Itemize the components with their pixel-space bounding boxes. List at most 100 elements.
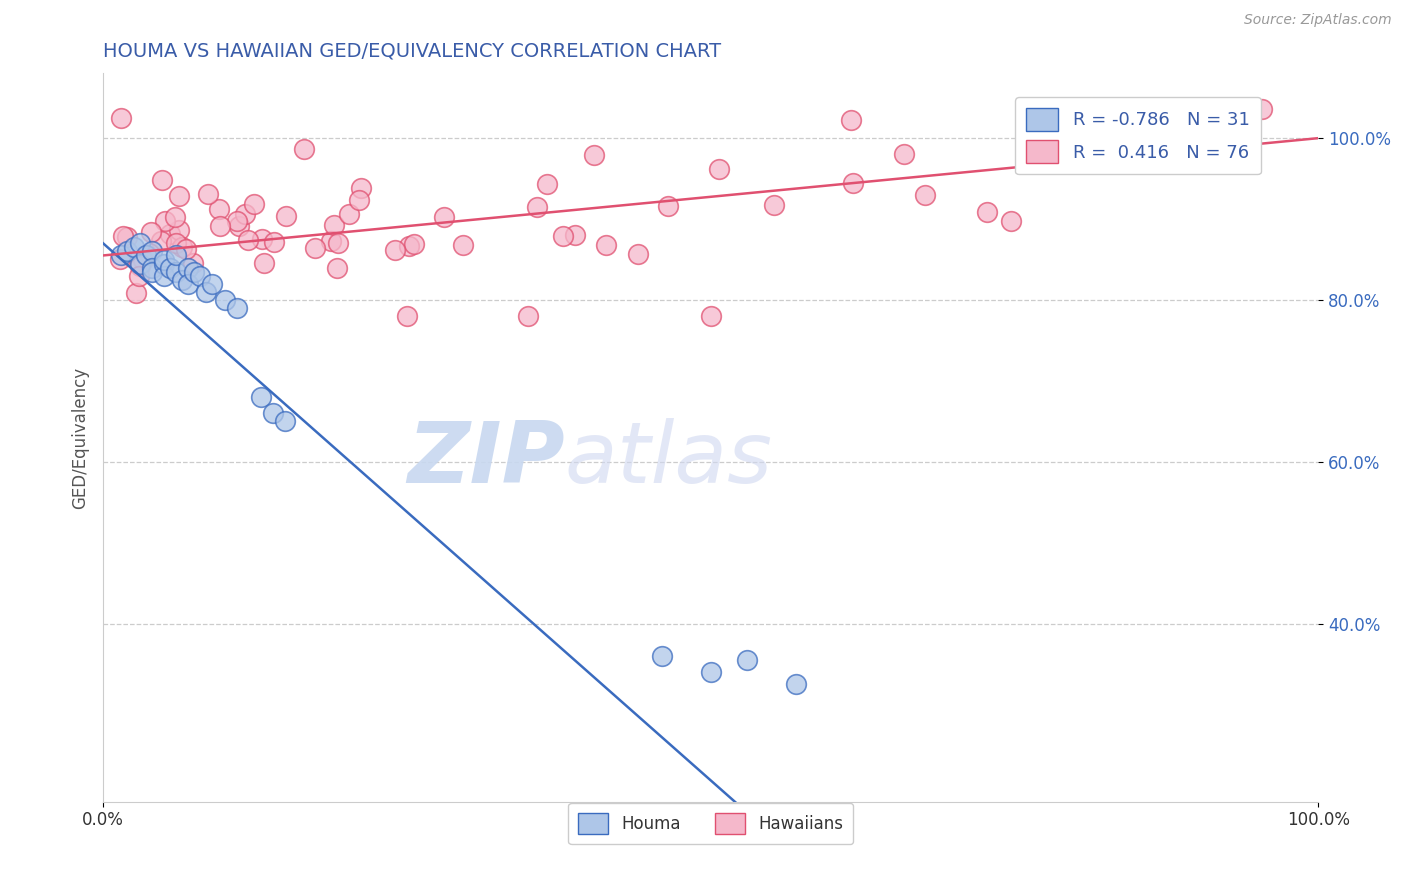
Point (595, 238, 617, 252)
Point (176, 243, 198, 257)
Point (841, 177, 863, 191)
Point (536, 177, 558, 191)
Point (893, 146, 915, 161)
Point (553, 228, 575, 243)
Point (129, 259, 152, 273)
Point (839, 112, 862, 127)
Point (914, 187, 936, 202)
Point (1170, 105, 1192, 120)
Point (165, 235, 187, 250)
Point (115, 230, 138, 244)
Point (128, 256, 150, 270)
Point (135, 248, 157, 262)
Point (125, 285, 148, 300)
Point (177, 277, 200, 291)
Point (228, 219, 250, 233)
Point (177, 260, 200, 275)
Point (326, 260, 349, 275)
Point (225, 301, 247, 315)
Point (197, 186, 219, 201)
Point (627, 247, 650, 261)
Point (250, 390, 273, 404)
Point (328, 236, 350, 251)
Point (141, 225, 163, 239)
Point (159, 260, 181, 275)
Point (526, 201, 548, 215)
Point (208, 202, 231, 216)
Point (253, 256, 276, 270)
Point (150, 234, 173, 248)
Point (292, 142, 315, 156)
Point (699, 309, 721, 323)
Point (763, 198, 786, 212)
Point (110, 111, 132, 125)
Point (517, 309, 540, 323)
Point (1234, 131, 1257, 145)
Point (153, 268, 176, 283)
Point (117, 244, 139, 259)
Point (243, 196, 266, 211)
Point (976, 204, 998, 219)
Point (384, 243, 406, 257)
Point (350, 181, 373, 195)
Text: ZIP: ZIP (408, 417, 565, 500)
Point (138, 245, 160, 260)
Point (263, 235, 285, 249)
Point (128, 236, 150, 251)
Point (319, 234, 342, 248)
Point (735, 653, 758, 667)
Point (172, 240, 194, 254)
Text: HOUMA VS HAWAIIAN GED/EQUIVALENCY CORRELATION CHART: HOUMA VS HAWAIIAN GED/EQUIVALENCY CORREL… (103, 42, 721, 61)
Point (165, 210, 187, 224)
Point (707, 161, 730, 176)
Point (699, 665, 721, 680)
Point (141, 260, 163, 275)
Point (128, 268, 150, 283)
Point (208, 219, 231, 233)
Point (236, 233, 259, 247)
Legend: Houma, Hawaiians: Houma, Hawaiians (568, 803, 853, 844)
Point (347, 193, 370, 207)
Point (323, 219, 346, 233)
Point (214, 293, 236, 307)
Point (451, 238, 474, 252)
Point (398, 238, 420, 252)
Point (165, 248, 187, 262)
Point (169, 223, 191, 237)
Text: atlas: atlas (565, 417, 773, 500)
Point (111, 229, 134, 244)
Point (304, 242, 326, 256)
Point (195, 285, 218, 299)
Y-axis label: GED/Equivalency: GED/Equivalency (72, 367, 89, 508)
Point (404, 237, 426, 252)
Point (274, 414, 297, 428)
Point (1108, 147, 1130, 161)
Point (108, 252, 131, 267)
Point (657, 199, 679, 213)
Point (150, 172, 173, 186)
Point (167, 189, 190, 203)
Point (276, 209, 298, 223)
Point (395, 309, 418, 323)
Point (235, 207, 257, 221)
Point (651, 648, 673, 663)
Point (110, 248, 132, 262)
Point (1000, 213, 1022, 227)
Point (183, 265, 205, 279)
Point (250, 232, 273, 246)
Point (785, 677, 807, 691)
Point (188, 268, 211, 283)
Point (433, 210, 456, 224)
Point (172, 273, 194, 287)
Point (201, 277, 224, 291)
Point (564, 227, 586, 242)
Point (262, 406, 284, 420)
Point (153, 252, 176, 267)
Point (132, 252, 155, 267)
Point (183, 255, 205, 269)
Point (122, 240, 145, 254)
Point (141, 244, 163, 259)
Point (582, 148, 605, 162)
Point (159, 227, 181, 241)
Point (226, 213, 249, 227)
